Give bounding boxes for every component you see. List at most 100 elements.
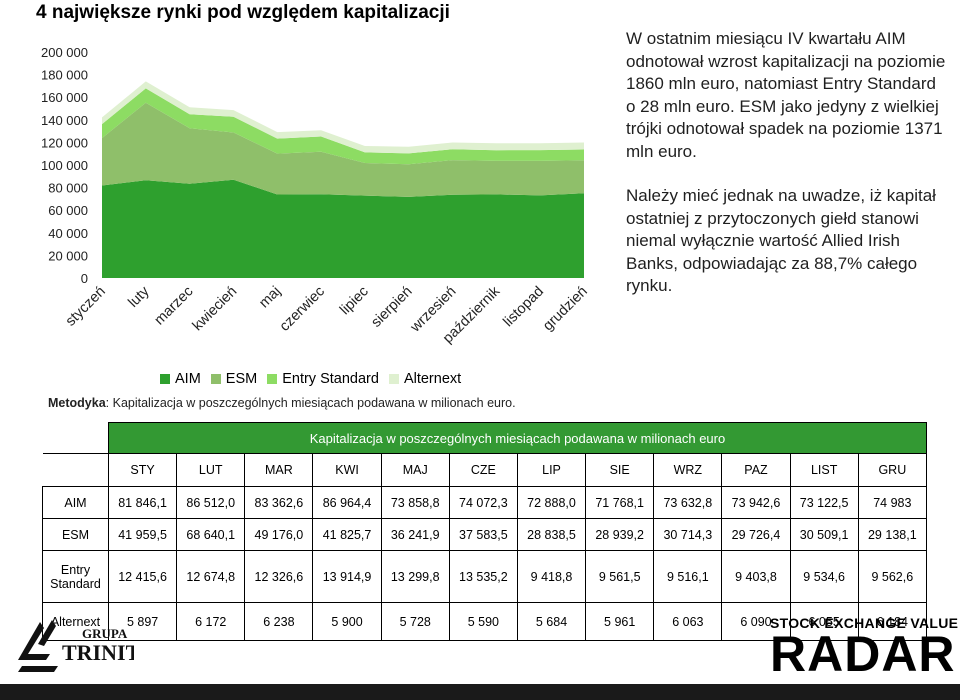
legend-item-alternext: Alternext	[388, 371, 462, 387]
y-tick-label: 200 000	[41, 45, 88, 60]
legend-swatch-aim	[160, 374, 170, 384]
table-cell: 73 122,5	[789, 486, 859, 519]
stacked-area-chart: 200 000 180 000 160 000 140 000 120 000 100 0…	[41, 45, 591, 347]
x-tick-label: kwiecień	[190, 284, 241, 335]
capitalization-table: Kapitalizacja w poszczególnych miesiącac…	[42, 422, 927, 641]
logo-right-line2: RADAR	[770, 626, 956, 682]
table-header-col: SIE	[585, 453, 655, 487]
table-cell: 6 172	[176, 602, 246, 641]
table-cell: 9 403,8	[721, 550, 791, 603]
table-header-col: GRU	[857, 453, 927, 487]
y-tick-label: 100 000	[41, 158, 88, 173]
table-cell: 29 726,4	[721, 518, 791, 551]
table-row: AIM 81 846,1 86 512,0 83 362,6 86 964,4 …	[42, 486, 927, 519]
area-entry-standard	[102, 88, 584, 165]
table-row-label: Alternext	[42, 602, 109, 641]
x-tick-label: styczeń	[63, 284, 109, 330]
table-cell: 30 509,1	[789, 518, 859, 551]
table-cell: 74 983	[857, 486, 927, 519]
table-cell: 9 561,5	[585, 550, 655, 603]
legend-item-entry-standard: Entry Standard	[267, 371, 379, 387]
area-aim	[102, 179, 584, 278]
table-cell: 81 846,1	[107, 486, 178, 519]
y-tick-label: 80 000	[48, 181, 88, 196]
table-cell: 5 961	[585, 602, 655, 641]
table-cell: 6 238	[244, 602, 314, 641]
legend-swatch-alternext	[388, 374, 399, 384]
table-cell: 5 684	[516, 602, 587, 641]
table-cell: 49 176,0	[244, 518, 314, 551]
table-cell: 9 562,6	[857, 550, 927, 603]
logo-left-line1: GRUPA	[82, 626, 128, 641]
table-header-col: PAZ	[721, 453, 791, 487]
table-cell: 41 959,5	[107, 518, 178, 551]
y-tick-label: 40 000	[48, 226, 88, 241]
x-tick-label: luty	[125, 283, 153, 311]
legend-item-esm: ESM	[210, 371, 258, 387]
footer-bar	[0, 684, 960, 700]
table-header-col: KWI	[312, 453, 382, 487]
legend-label-entry-standard: Entry Standard	[282, 371, 379, 387]
table-header-col: CZE	[448, 453, 518, 487]
y-axis-ticks: 200 000 180 000 160 000 140 000 120 000 100 0…	[41, 45, 88, 286]
y-tick-label: 120 000	[41, 135, 88, 150]
table-cell: 71 768,1	[585, 486, 655, 519]
table-header-col: MAJ	[380, 453, 450, 487]
commentary-paragraph-1: W ostatnim miesiącu IV kwartału AIM odno…	[626, 29, 946, 161]
y-tick-label: 20 000	[48, 248, 88, 263]
y-tick-label: 160 000	[41, 90, 88, 105]
logo-left-line2: TRINITY	[62, 640, 134, 665]
table-cell: 5 728	[380, 602, 450, 641]
legend-label-esm: ESM	[225, 371, 258, 387]
table-cell: 73 858,8	[380, 486, 450, 519]
legend-label-alternext: Alternext	[403, 371, 462, 387]
table-header-col: WRZ	[653, 453, 723, 487]
methodology-note: Metodyka: Kapitalizacja w poszczególnych…	[48, 396, 516, 410]
table-cell: 9 516,1	[653, 550, 723, 603]
table-cell: 30 714,3	[653, 518, 723, 551]
table-header-col: LUT	[176, 453, 246, 487]
table-header-col: LIST	[789, 453, 859, 487]
y-tick-label: 140 000	[41, 113, 88, 128]
table-cell: 86 964,4	[312, 486, 382, 519]
x-tick-label: grudzień	[540, 284, 591, 335]
table-cell: 41 825,7	[312, 518, 382, 551]
table-cell: 68 640,1	[176, 518, 246, 551]
table-cell: 12 326,6	[244, 550, 314, 603]
x-tick-label: maj	[256, 284, 284, 312]
table-cell: 9 534,6	[789, 550, 859, 603]
legend-swatch-entry-standard	[267, 374, 278, 384]
table-cell: 12 674,8	[176, 550, 246, 603]
table-cell: 13 914,9	[312, 550, 382, 603]
table-cell: 73 942,6	[721, 486, 791, 519]
table-cell: 83 362,6	[244, 486, 314, 519]
x-tick-label: lipiec	[337, 284, 372, 319]
table-cell: 5 900	[312, 602, 382, 641]
y-tick-label: 60 000	[48, 203, 88, 218]
table-caption-spacer	[42, 422, 109, 454]
table-cell: 13 535,2	[448, 550, 518, 603]
table-header-corner	[42, 453, 109, 487]
table-cell: 6 090	[721, 602, 791, 641]
grupa-trinity-logo: GRUPA TRINITY	[18, 620, 134, 672]
area-alternext	[102, 81, 584, 154]
table-header-col: MAR	[244, 453, 314, 487]
table-cell: 5 897	[107, 602, 178, 641]
table-cell: 6 055	[789, 602, 859, 641]
table-cell: 9 418,8	[516, 550, 587, 603]
table-row-label: ESM	[42, 518, 109, 551]
table-row-label: AIM	[42, 486, 109, 519]
table-row: Entry Standard 12 415,6 12 674,8 12 326,…	[42, 550, 927, 603]
x-tick-label: czerwiec	[277, 284, 328, 335]
stock-exchange-value-radar-logo: STOCK EXCHANGE VALUE RADAR	[770, 615, 958, 682]
table-cell: 86 512,0	[176, 486, 246, 519]
table-cell: 28 838,5	[516, 518, 587, 551]
table-cell: 37 583,5	[448, 518, 518, 551]
y-tick-label: 0	[81, 271, 88, 286]
chart-areas	[102, 81, 584, 278]
table-cell: 72 888,0	[516, 486, 587, 519]
area-esm	[102, 102, 584, 197]
commentary-paragraph-2: Należy mieć jednak na uwadze, iż kapitał…	[626, 186, 936, 295]
table-header-col: LIP	[516, 453, 587, 487]
table-cell: 73 632,8	[653, 486, 723, 519]
